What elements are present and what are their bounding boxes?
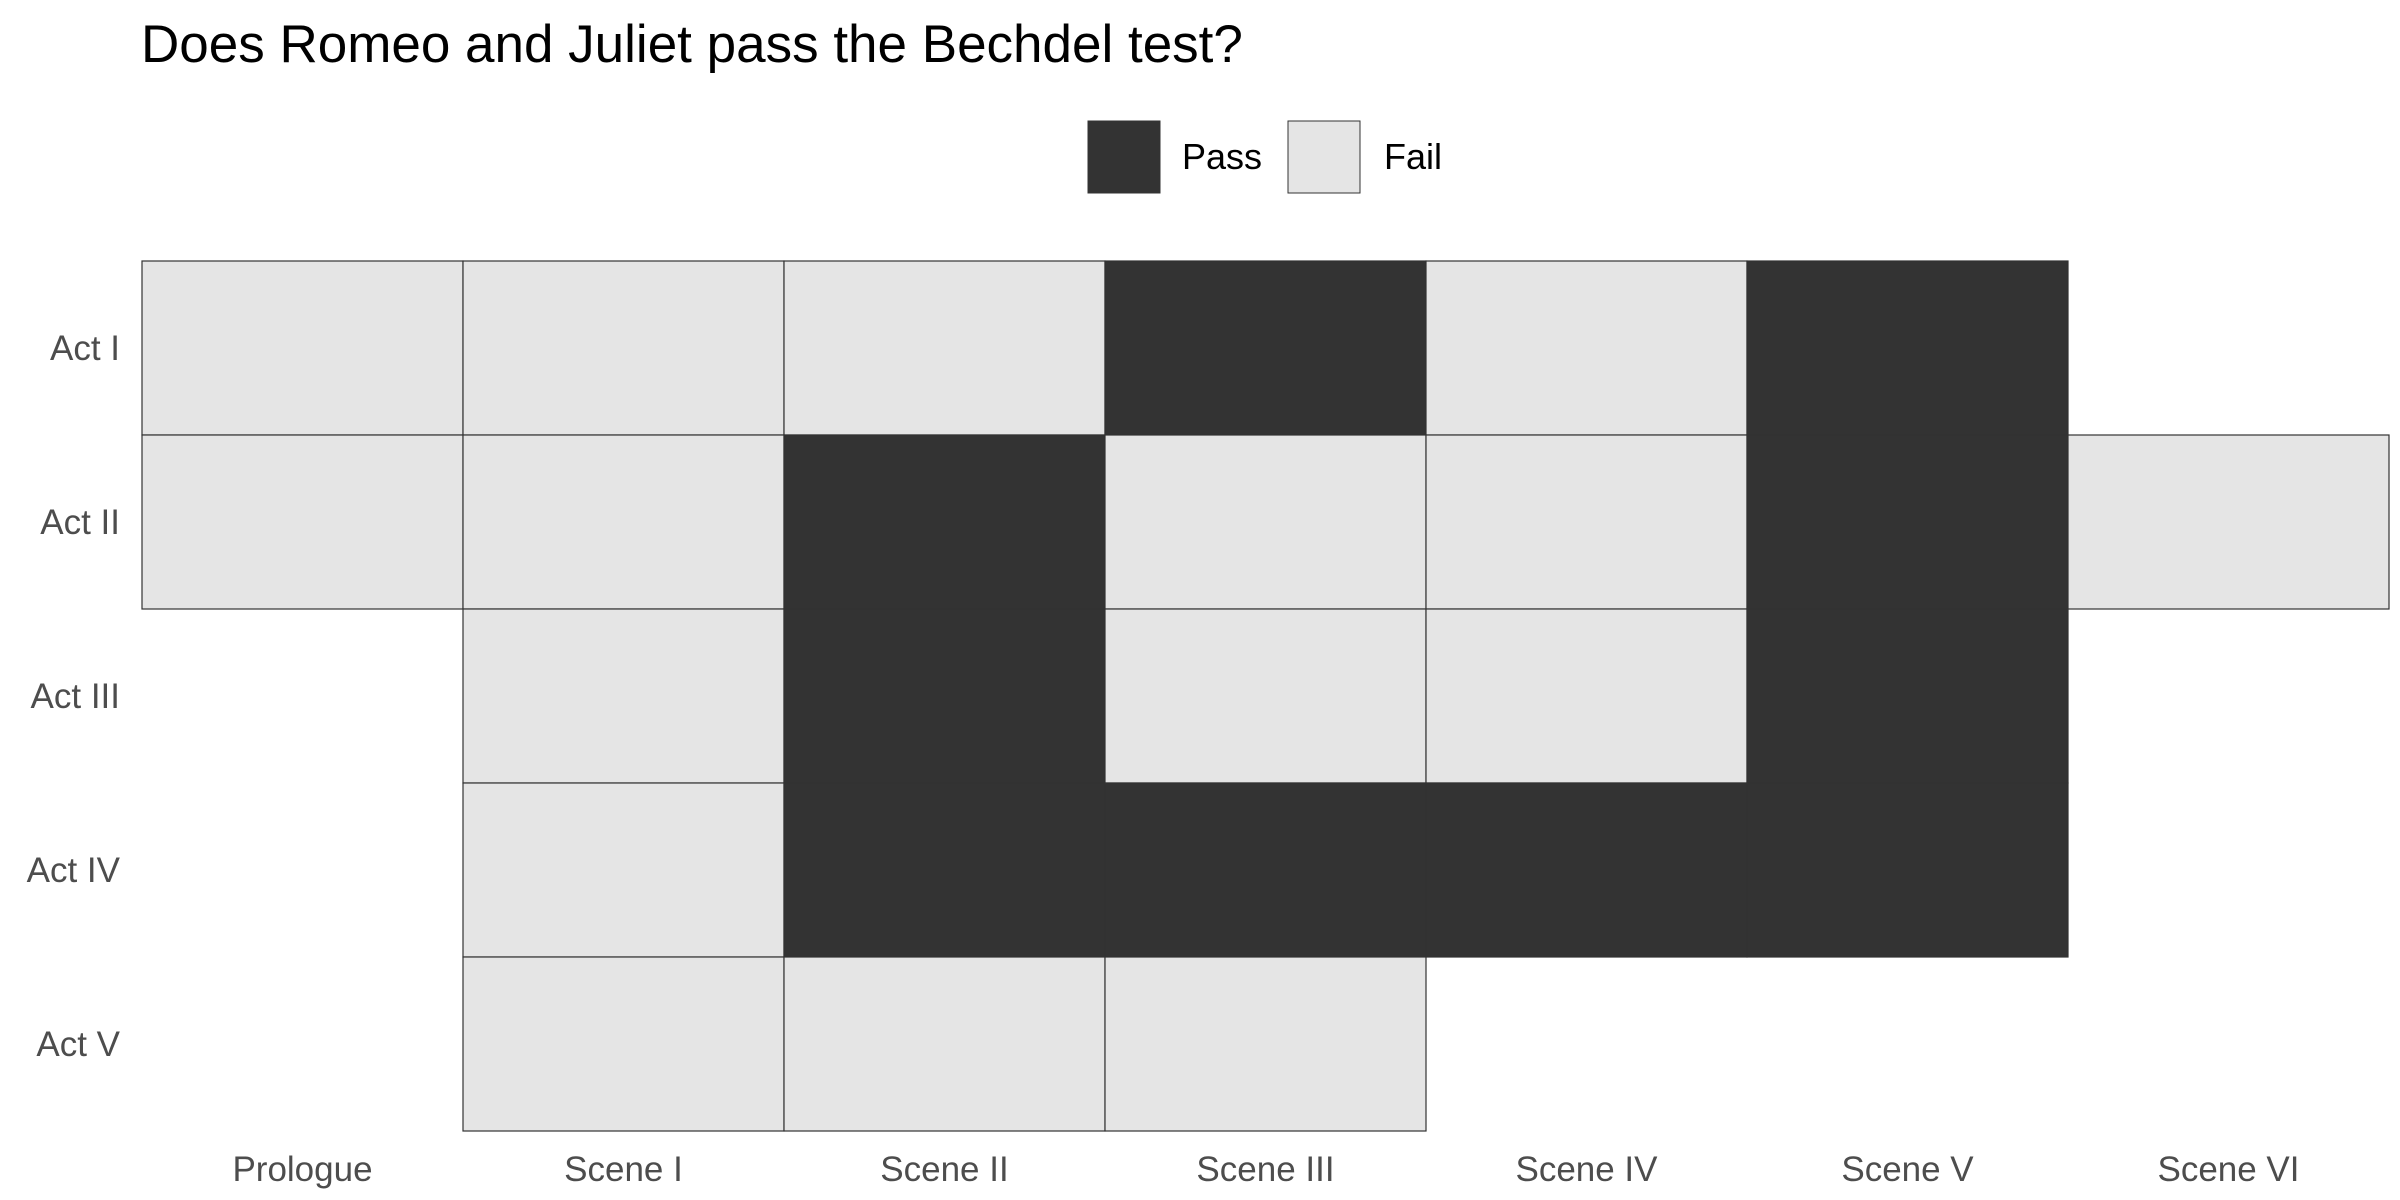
y-tick-label-act-v: Act V — [36, 1025, 120, 1064]
cell-act-ii-scene-iii-fail — [1104, 434, 1427, 610]
cell-act-iii-scene-iii-fail — [1104, 608, 1427, 784]
x-axis-tick-labels: Prologue Scene I Scene II Scene III Scene IV… — [232, 1150, 2299, 1189]
cell-act-ii-scene-vi-fail — [2067, 434, 2390, 610]
chart-title: Does Romeo and Juliet pass the Bechdel t… — [141, 15, 1243, 74]
cell-act-ii-scene-iv-fail — [1425, 434, 1748, 610]
cell-act-i-scene-iii-pass — [1104, 260, 1427, 436]
cell-act-i-prologue-fail — [141, 260, 464, 436]
cell-act-ii-prologue-fail — [141, 434, 464, 610]
cell-act-iv-scene-i-fail — [462, 782, 785, 958]
y-tick-label-act-ii: Act II — [40, 503, 120, 542]
cell-act-ii-scene-i-fail — [462, 434, 785, 610]
x-tick-label-scene-vi: Scene VI — [2157, 1150, 2299, 1189]
cell-act-iv-scene-iv-pass — [1425, 782, 1748, 958]
legend-label-fail: Fail — [1384, 136, 1442, 177]
cell-act-iii-scene-iv-fail — [1425, 608, 1748, 784]
x-tick-label-scene-iii: Scene III — [1196, 1150, 1334, 1189]
legend-key-fail — [1287, 120, 1361, 194]
cell-act-iii-scene-v-pass — [1746, 608, 2069, 784]
cell-act-v-scene-i-fail — [462, 956, 785, 1132]
cell-act-i-scene-ii-fail — [783, 260, 1106, 436]
y-axis-tick-labels: Act I Act II Act III Act IV Act V — [27, 329, 121, 1064]
y-tick-label-act-iv: Act IV — [27, 851, 121, 890]
cell-act-i-scene-iv-fail — [1425, 260, 1748, 436]
cell-act-v-scene-ii-fail — [783, 956, 1106, 1132]
legend: Pass Fail — [1087, 120, 1442, 194]
cell-act-ii-scene-v-pass — [1746, 434, 2069, 610]
cell-act-iii-scene-i-fail — [462, 608, 785, 784]
cell-act-iii-scene-ii-pass — [783, 608, 1106, 784]
cell-act-i-scene-v-pass — [1746, 260, 2069, 436]
y-tick-label-act-iii: Act III — [31, 677, 120, 716]
cell-act-ii-scene-ii-pass — [783, 434, 1106, 610]
x-tick-label-prologue: Prologue — [232, 1150, 372, 1189]
cell-act-iv-scene-ii-pass — [783, 782, 1106, 958]
y-tick-label-act-i: Act I — [50, 329, 120, 368]
cell-act-iv-scene-v-pass — [1746, 782, 2069, 958]
x-tick-label-scene-ii: Scene II — [880, 1150, 1008, 1189]
x-tick-label-scene-iv: Scene IV — [1515, 1150, 1658, 1189]
cell-act-i-scene-i-fail — [462, 260, 785, 436]
x-tick-label-scene-i: Scene I — [564, 1150, 683, 1189]
cell-act-iv-scene-iii-pass — [1104, 782, 1427, 958]
x-tick-label-scene-v: Scene V — [1841, 1150, 1974, 1189]
heatmap-cells — [141, 260, 2390, 1132]
legend-label-pass: Pass — [1182, 136, 1262, 177]
legend-key-pass — [1087, 120, 1161, 194]
cell-act-v-scene-iii-fail — [1104, 956, 1427, 1132]
